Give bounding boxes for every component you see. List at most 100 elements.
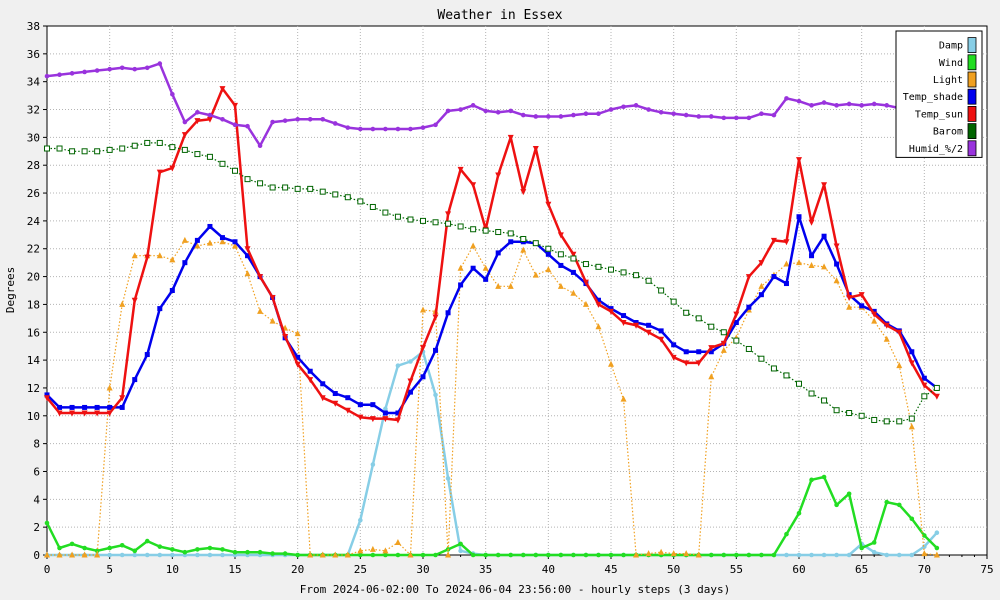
series-line (46, 87, 938, 422)
data-point (69, 551, 76, 558)
y-tick-label: 18 (27, 298, 40, 311)
data-point (182, 549, 188, 555)
y-tick-label: 26 (27, 187, 40, 200)
legend-swatch (967, 71, 977, 88)
data-point (846, 303, 853, 310)
y-tick-label: 24 (27, 215, 41, 228)
data-point (734, 552, 739, 558)
data-point (132, 66, 138, 72)
data-point (658, 336, 665, 343)
data-point (81, 551, 88, 558)
data-point (633, 320, 639, 326)
data-point (482, 227, 489, 234)
data-point (908, 415, 915, 422)
y-tick-label: 38 (27, 20, 40, 33)
data-point (645, 550, 652, 557)
data-point (457, 166, 464, 173)
data-point (658, 548, 665, 555)
data-point (495, 172, 502, 179)
data-point (194, 151, 201, 158)
data-point (269, 294, 276, 301)
data-point (921, 550, 928, 557)
data-point (695, 360, 702, 367)
grid (47, 26, 987, 555)
data-point (608, 360, 614, 367)
data-point (383, 126, 388, 132)
data-point (570, 289, 577, 296)
data-point (507, 230, 514, 237)
data-point (557, 251, 564, 258)
data-point (532, 146, 539, 153)
data-point (206, 239, 213, 246)
legend-label: Temp_shade (903, 92, 963, 103)
data-point (194, 242, 201, 249)
data-point (458, 541, 463, 547)
y-tick-label: 16 (27, 326, 40, 339)
data-point (909, 552, 915, 558)
data-point (858, 292, 865, 299)
x-tick-label: 10 (166, 563, 179, 576)
data-point (383, 552, 388, 558)
data-point (758, 260, 765, 267)
data-point (170, 91, 175, 97)
data-point (708, 373, 715, 380)
data-point (557, 282, 564, 289)
data-point (57, 404, 63, 410)
data-point (181, 132, 188, 139)
data-point (232, 239, 238, 245)
data-point (784, 531, 789, 537)
data-point (206, 153, 213, 160)
y-tick-label: 0 (33, 549, 40, 562)
data-point (107, 545, 112, 551)
data-point (808, 390, 815, 397)
data-point (683, 112, 689, 118)
data-point (821, 552, 827, 558)
data-point (908, 360, 915, 367)
data-point (859, 545, 864, 551)
data-point (457, 264, 464, 271)
data-point (433, 552, 438, 558)
data-point (420, 306, 426, 313)
data-point (683, 309, 690, 316)
data-point (545, 245, 552, 252)
data-point (595, 301, 602, 308)
data-point (846, 552, 852, 558)
data-point (169, 288, 175, 293)
data-point (621, 313, 627, 319)
data-point (708, 114, 714, 119)
data-point (94, 548, 100, 554)
data-point (94, 148, 101, 155)
data-point (244, 176, 251, 183)
legend-label: Wind (939, 58, 963, 69)
data-point (520, 189, 527, 196)
data-point (921, 382, 928, 389)
data-point (546, 552, 551, 558)
data-point (482, 264, 489, 271)
data-point (182, 260, 188, 266)
data-point (783, 239, 790, 246)
data-point (119, 395, 126, 402)
data-point (270, 551, 275, 556)
data-point (344, 194, 351, 201)
data-point (858, 412, 865, 419)
data-point (220, 552, 225, 558)
data-point (345, 395, 351, 401)
y-tick-label: 36 (27, 48, 40, 61)
data-point (357, 198, 364, 205)
data-point (495, 229, 502, 236)
data-point (257, 307, 264, 314)
data-point (495, 250, 501, 256)
data-point (194, 237, 200, 243)
legend-label: Barom (933, 127, 963, 138)
x-tick-label: 40 (542, 563, 555, 576)
data-point (44, 392, 50, 398)
data-point (394, 213, 401, 220)
data-point (809, 103, 814, 108)
data-point (57, 72, 62, 78)
data-point (257, 143, 263, 149)
data-point (144, 352, 150, 358)
legend-swatch (967, 37, 977, 53)
data-point (320, 381, 326, 387)
data-point (219, 235, 225, 241)
data-point (570, 255, 577, 262)
